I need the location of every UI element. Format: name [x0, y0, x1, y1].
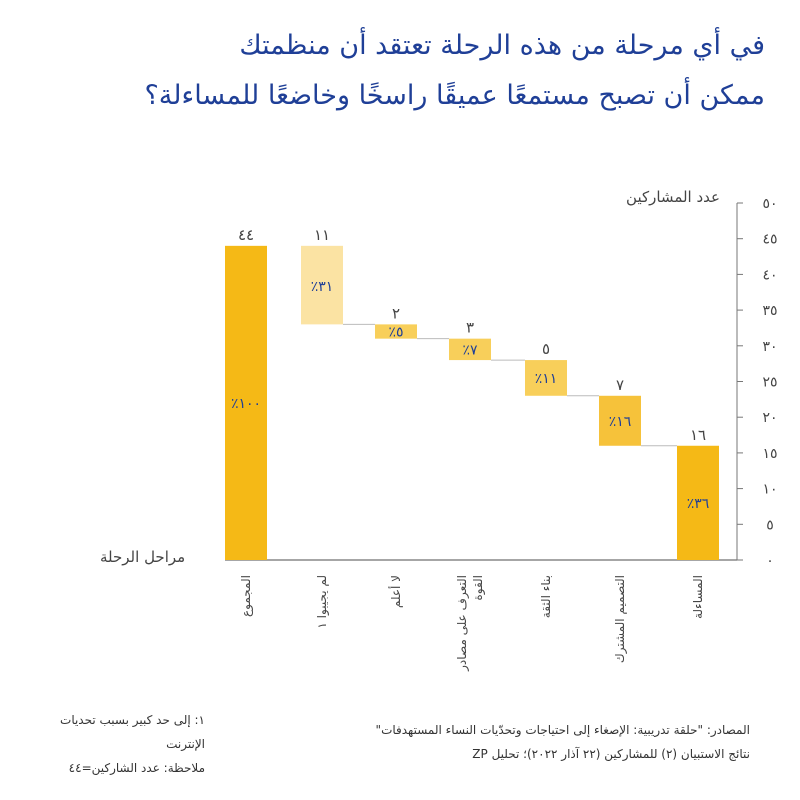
y-tick-label: ٤٠ [762, 267, 777, 283]
percent-label: ٪١١ [535, 371, 558, 387]
percent-label: ٪١٠٠ [231, 396, 261, 412]
y-tick-label: ٢٠ [762, 410, 777, 426]
y-tick-label: ٣٠ [762, 339, 777, 355]
bar [599, 395, 641, 446]
value-label: ١١ [314, 226, 330, 244]
value-label: ٢ [392, 304, 400, 322]
source: "المصادر: "حلقة تدريبية: الإصغاء إلى احت… [376, 718, 750, 766]
y-tick-label: ٠ [766, 553, 774, 569]
category-label: المجموع [239, 575, 253, 617]
x-axis-label: مراحل الرحلة [100, 548, 186, 566]
value-label: ٧ [616, 376, 624, 394]
y-tick-label: ٣٥ [762, 303, 777, 319]
bar [225, 245, 267, 560]
y-tick-label: ١٥ [762, 446, 777, 462]
chart-title-line-2: ممكن أن تصبح مستمعًا عميقًا راسخًا وخاضع… [144, 80, 765, 111]
category-label: التعرف على مصادر القوة [455, 575, 485, 671]
y-tick-label: ٥ [766, 517, 774, 533]
bar [677, 445, 719, 560]
percent-label: ٪٣١ [311, 279, 334, 295]
bar [301, 245, 343, 325]
category-label: لم يجيبوا ١ [315, 575, 329, 629]
percent-label: ٪٣٦ [687, 496, 710, 512]
y-tick-label: ١٠ [762, 482, 777, 498]
y-tick-label: ٢٥ [762, 375, 777, 391]
bar [449, 338, 491, 361]
y-tick-label: ٤٥ [762, 232, 777, 248]
value-label: ١٦ [690, 426, 706, 444]
percent-label: ٪٥ [388, 325, 403, 341]
y-axis-label: عدد المشاركين [626, 188, 720, 206]
source-line-1: "المصادر: "حلقة تدريبية: الإصغاء إلى احت… [375, 723, 750, 737]
chart-title-line-1: في أي مرحلة من هذه الرحلة تعتقد أن منظمت… [239, 30, 765, 61]
bar [525, 360, 567, 396]
value-label: ٥ [542, 340, 550, 358]
y-tick-label: ٥٠ [762, 196, 777, 212]
value-label: ٣ [466, 319, 474, 337]
footnote-1: ١: إلى حد كبير بسبب تحديات الإنترنت [60, 713, 205, 751]
footnotes: ١: إلى حد كبير بسبب تحديات الإنترنت ملاح… [35, 708, 205, 780]
value-label: ٤٤ [238, 226, 254, 244]
footnote-note: ملاحظة: عدد الشاركين=٤٤ [68, 761, 205, 775]
source-line-2: نتائج الاستبيان (٢) للمشاركين (٢٢ آذار ٢… [472, 747, 750, 761]
bar [375, 324, 417, 339]
percent-label: ٪١٦ [609, 414, 632, 430]
percent-label: ٪٧ [462, 342, 478, 358]
